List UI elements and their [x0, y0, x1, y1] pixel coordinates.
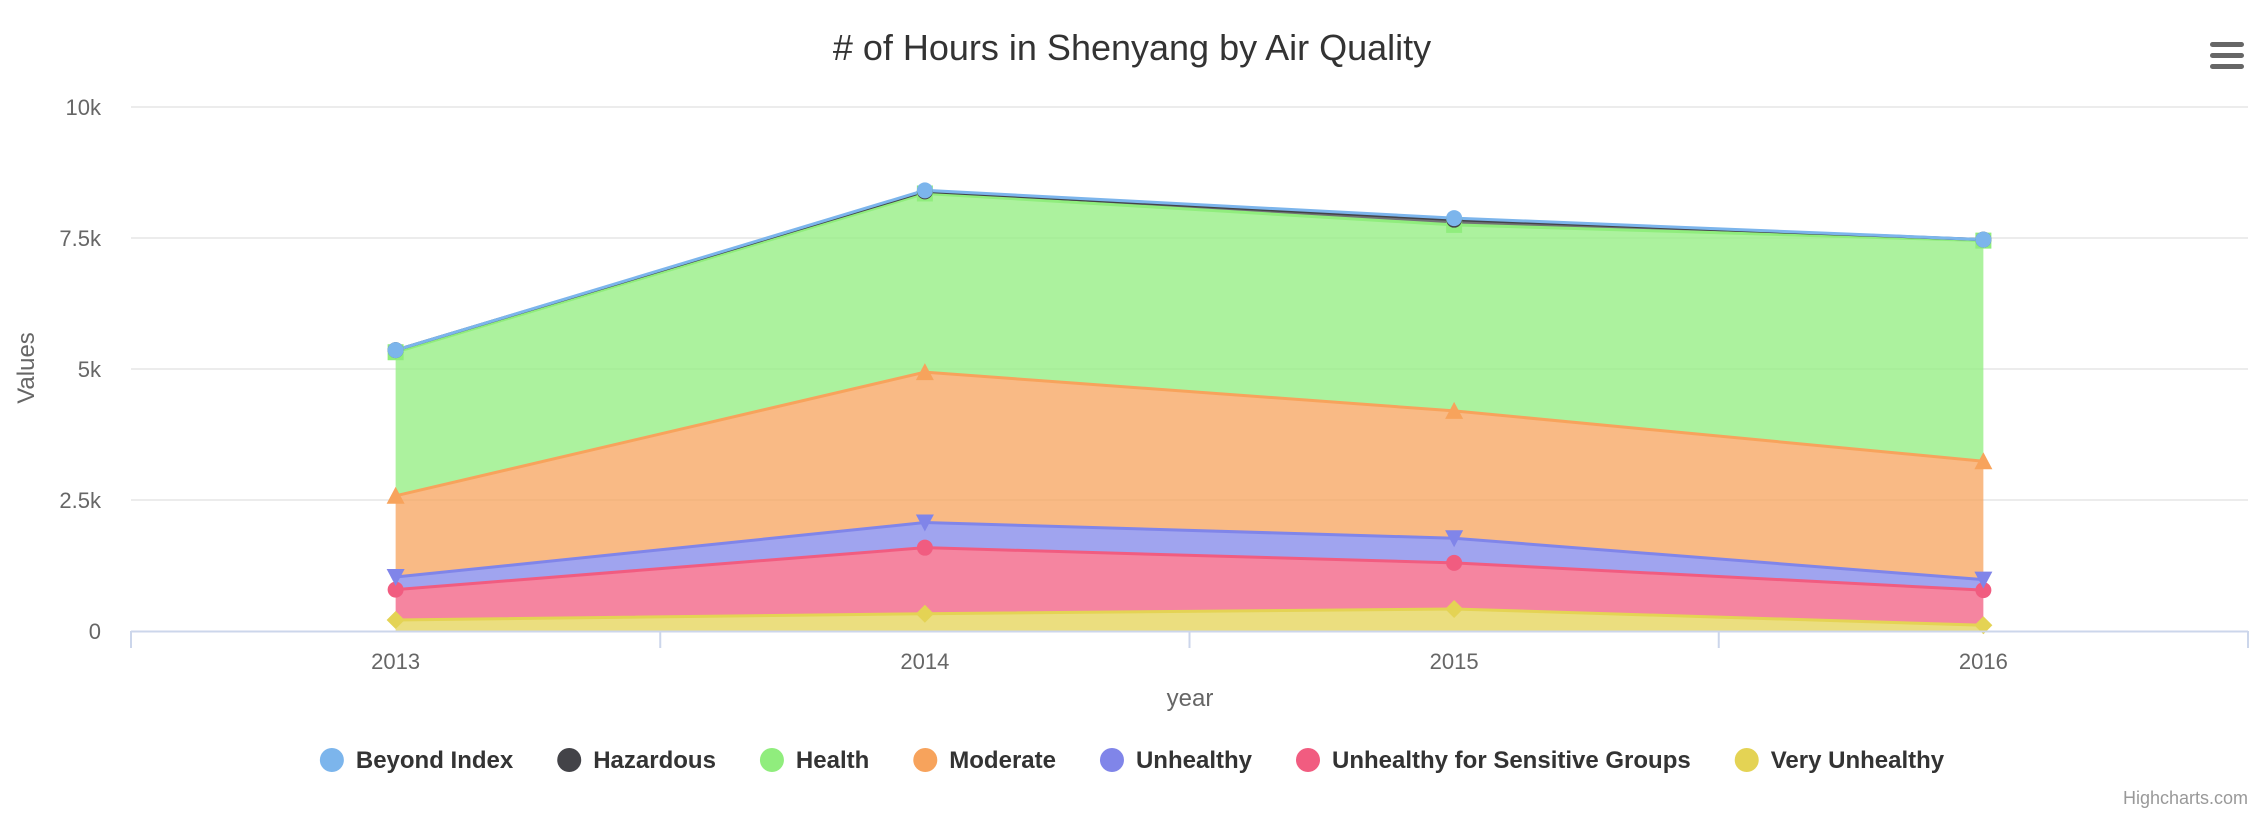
point-unhealthy-for-sensitive-groups-2014[interactable]: [916, 539, 933, 556]
point-very-unhealthy-2013[interactable]: [386, 610, 405, 629]
legend-symbol: [913, 748, 938, 772]
y-tick-label: 2.5k: [59, 488, 102, 513]
point-moderate-2014[interactable]: [915, 363, 934, 381]
legend-label: Moderate: [949, 747, 1056, 774]
line-beyond-index: [395, 188, 1984, 352]
point-unhealthy-2013[interactable]: [386, 569, 405, 587]
x-tick-label: 2013: [371, 649, 420, 674]
legend-symbol: [1295, 748, 1320, 772]
hamburger-menu-icon: [2210, 42, 2244, 47]
y-axis: 0 2.5k 5k 7.5k 10k: [59, 95, 102, 644]
point-moderate-2013[interactable]: [386, 486, 405, 504]
legend-item-moderate[interactable]: Moderate: [913, 747, 1056, 774]
area-health[interactable]: [395, 193, 1984, 496]
x-tick-label: 2014: [900, 649, 949, 674]
point-unhealthy-for-sensitive-groups-2013[interactable]: [387, 581, 404, 598]
y-tick-label: 7.5k: [59, 226, 102, 251]
legend: Beyond Index Hazardous Health Moderate Unhea…: [319, 747, 1945, 774]
point-beyond-index-2015[interactable]: [1446, 210, 1463, 227]
point-unhealthy-for-sensitive-groups-2015[interactable]: [1446, 554, 1463, 571]
legend-symbol: [1099, 748, 1124, 772]
context-menu-button[interactable]: [2210, 40, 2246, 72]
legend-symbol: [1734, 748, 1759, 772]
point-moderate-2015[interactable]: [1445, 401, 1464, 419]
x-axis: 2013 2014 2015 2016: [130, 630, 2249, 674]
point-unhealthy-for-sensitive-groups-2016[interactable]: [1975, 582, 1992, 599]
point-very-unhealthy-2015[interactable]: [1445, 599, 1464, 618]
y-tick-label: 0: [89, 619, 101, 644]
line-moderate: [395, 370, 1984, 498]
point-unhealthy-2016[interactable]: [1974, 571, 1993, 589]
area-unhealthy-for-sensitive-groups[interactable]: [395, 547, 1984, 626]
y-axis-title: Values: [13, 332, 40, 404]
x-axis-title: year: [1167, 685, 1214, 712]
legend-item-hazardous[interactable]: Hazardous: [557, 747, 716, 774]
legend-item-beyond-index[interactable]: Beyond Index: [319, 747, 514, 774]
credits-link[interactable]: Highcharts.com: [2123, 788, 2248, 808]
point-beyond-index-2016[interactable]: [1975, 231, 1992, 248]
series-lines: [395, 188, 1984, 627]
y-tick-label: 10k: [66, 95, 102, 120]
chart-title: # of Hours in Shenyang by Air Quality: [833, 27, 1431, 68]
legend-item-unhealthy[interactable]: Unhealthy: [1099, 747, 1253, 774]
legend-item-very-unhealthy[interactable]: Very Unhealthy: [1734, 747, 1945, 774]
point-beyond-index-2013[interactable]: [387, 342, 404, 359]
series-areas: [395, 190, 1984, 631]
line-health: [395, 191, 1984, 354]
point-very-unhealthy-2016[interactable]: [1974, 616, 1993, 635]
point-moderate-2016[interactable]: [1974, 452, 1993, 470]
legend-symbol: [557, 748, 582, 772]
point-beyond-index-2014[interactable]: [916, 182, 933, 199]
area-unhealthy[interactable]: [395, 522, 1984, 591]
legend-symbol: [319, 748, 344, 772]
y-tick-label: 5k: [78, 357, 102, 382]
legend-label: Unhealthy for Sensitive Groups: [1332, 747, 1691, 774]
legend-item-health[interactable]: Health: [759, 747, 869, 774]
x-tick-label: 2015: [1430, 649, 1479, 674]
point-unhealthy-2015[interactable]: [1445, 530, 1464, 548]
series-markers: [386, 182, 1993, 635]
legend-label: Beyond Index: [356, 747, 514, 774]
legend-label: Very Unhealthy: [1771, 747, 1945, 774]
x-tick-label: 2016: [1959, 649, 2008, 674]
legend-label: Hazardous: [593, 747, 716, 774]
legend-label: Health: [796, 747, 869, 774]
line-very-unhealthy: [395, 607, 1984, 627]
point-very-unhealthy-2014[interactable]: [915, 604, 934, 623]
line-unhealthy: [395, 521, 1984, 582]
legend-item-unhealthy-for-sensitive-groups[interactable]: Unhealthy for Sensitive Groups: [1295, 747, 1691, 774]
line-unhealthy-for-sensitive-groups: [395, 546, 1984, 592]
legend-symbol: [759, 748, 784, 772]
legend-label: Unhealthy: [1136, 747, 1253, 774]
point-unhealthy-2014[interactable]: [915, 514, 934, 532]
